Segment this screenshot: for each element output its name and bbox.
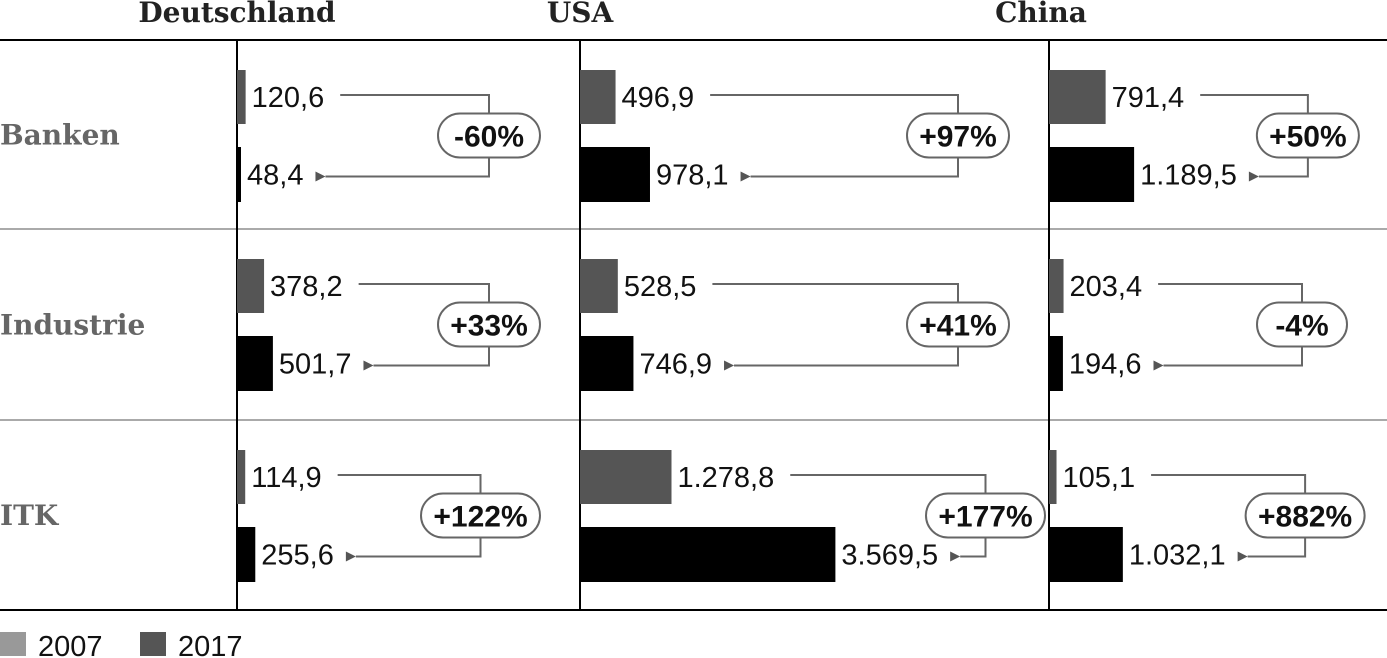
bar-2007-usa-banken xyxy=(580,70,616,124)
value-2017-china-itk: 1.032,1 xyxy=(1129,540,1226,572)
row-header-banken: Banken xyxy=(0,119,120,152)
value-2017-usa-industrie: 746,9 xyxy=(639,349,712,381)
change-pill-usa-industrie xyxy=(906,301,1010,348)
bar-2017-china-itk xyxy=(1049,527,1123,582)
change-label-deutschland-itk: +122% xyxy=(433,501,527,534)
bar-2007-deutschland-industrie xyxy=(237,259,265,313)
value-2007-usa-itk: 1.278,8 xyxy=(677,462,774,494)
bar-2007-usa-industrie xyxy=(580,259,618,313)
change-label-usa-itk: +177% xyxy=(938,501,1032,534)
value-2017-usa-banken: 978,1 xyxy=(656,160,729,192)
bar-2007-china-industrie xyxy=(1049,259,1064,313)
bar-2017-deutschland-industrie xyxy=(237,336,273,391)
value-2007-china-itk: 105,1 xyxy=(1063,462,1136,494)
change-label-usa-banken: +97% xyxy=(919,121,997,154)
column-header-deutschland: Deutschland xyxy=(138,0,335,29)
bar-2017-china-banken xyxy=(1049,147,1135,202)
change-pill-deutschland-itk xyxy=(420,492,541,539)
value-2007-china-banken: 791,4 xyxy=(1112,82,1185,114)
column-header-usa: USA xyxy=(547,0,615,29)
bar-2017-deutschland-banken xyxy=(237,147,241,202)
bar-2017-china-industrie xyxy=(1049,336,1063,391)
bar-2007-deutschland-itk xyxy=(237,450,246,504)
change-label-china-industrie: -4% xyxy=(1275,310,1328,343)
value-2017-deutschland-itk: 255,6 xyxy=(261,540,334,572)
change-label-china-itk: +882% xyxy=(1258,501,1352,534)
change-label-china-banken: +50% xyxy=(1269,121,1347,154)
bar-2017-usa-banken xyxy=(580,147,650,202)
bar-2007-deutschland-banken xyxy=(237,70,246,124)
change-label-deutschland-industrie: +33% xyxy=(450,310,528,343)
change-pill-china-banken xyxy=(1255,112,1360,159)
value-2007-china-industrie: 203,4 xyxy=(1070,271,1143,303)
value-2017-china-banken: 1.189,5 xyxy=(1140,160,1237,192)
legend-label-2017: 2017 xyxy=(178,631,243,658)
value-2017-deutschland-banken: 48,4 xyxy=(247,160,303,192)
change-label-deutschland-banken: -60% xyxy=(454,121,524,154)
column-header-china: China xyxy=(995,0,1087,29)
bar-2017-deutschland-itk xyxy=(237,527,256,582)
legend-swatch-2007 xyxy=(0,632,26,656)
bar-2007-china-banken xyxy=(1049,70,1106,124)
change-pill-usa-banken xyxy=(906,112,1010,159)
value-2007-usa-industrie: 528,5 xyxy=(624,271,697,303)
value-2017-deutschland-industrie: 501,7 xyxy=(279,349,352,381)
value-2007-deutschland-industrie: 378,2 xyxy=(270,271,343,303)
bar-2017-usa-itk xyxy=(580,527,836,582)
value-2007-deutschland-itk: 114,9 xyxy=(251,462,321,494)
row-header-industrie: Industrie xyxy=(0,309,145,342)
bar-2017-usa-industrie xyxy=(580,336,634,391)
legend-label-2007: 2007 xyxy=(38,631,103,658)
change-pill-usa-itk xyxy=(925,492,1046,539)
value-2017-usa-itk: 3.569,5 xyxy=(841,540,938,572)
legend-swatch-2017 xyxy=(140,632,166,656)
change-pill-deutschland-industrie xyxy=(437,301,541,348)
row-header-itk: ITK xyxy=(0,499,60,532)
value-2017-china-industrie: 194,6 xyxy=(1069,349,1142,381)
change-pill-china-industrie xyxy=(1256,301,1348,348)
bar-2007-usa-itk xyxy=(580,450,672,504)
value-2007-deutschland-banken: 120,6 xyxy=(252,82,325,114)
value-2007-usa-banken: 496,9 xyxy=(622,82,695,114)
bar-2007-china-itk xyxy=(1049,450,1057,504)
change-label-usa-industrie: +41% xyxy=(919,310,997,343)
change-pill-deutschland-banken xyxy=(437,112,541,159)
change-pill-china-itk xyxy=(1244,492,1366,539)
